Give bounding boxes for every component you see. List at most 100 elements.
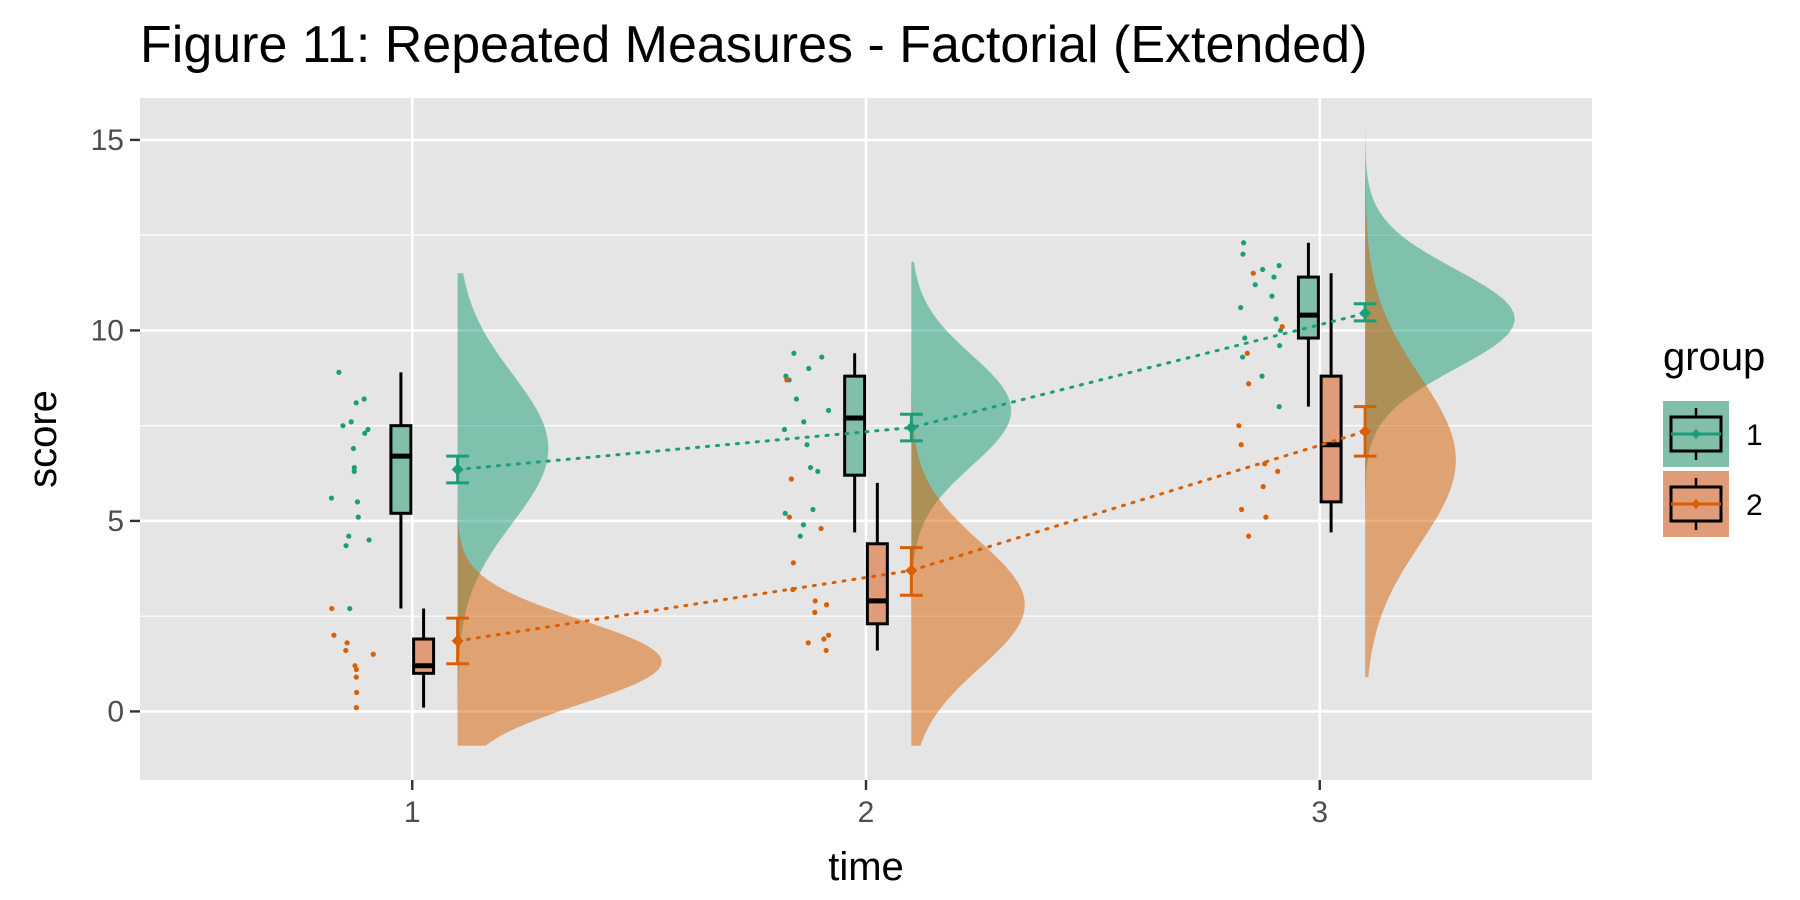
density-cloud-group-2 bbox=[457, 387, 662, 746]
y-tick-label: 5 bbox=[107, 505, 124, 538]
rain-point-group-2 bbox=[343, 647, 349, 654]
rain-point-group-1 bbox=[328, 495, 335, 501]
box-group-2 bbox=[1319, 374, 1343, 504]
mean-marker-group-2 bbox=[1359, 425, 1372, 438]
rain-point-group-2 bbox=[812, 598, 818, 604]
rain-point-group-1 bbox=[354, 499, 361, 505]
rain-point-group-2 bbox=[788, 476, 794, 482]
rain-point-group-1 bbox=[1271, 274, 1277, 280]
mean-marker-group-1 bbox=[1359, 307, 1372, 320]
density-cloud-group-1 bbox=[457, 273, 549, 746]
rain-point-group-1 bbox=[361, 396, 367, 402]
rain-point-group-1 bbox=[366, 537, 372, 543]
rain-point-group-1 bbox=[800, 522, 807, 528]
rain-point-group-1 bbox=[1276, 263, 1282, 269]
rain-points bbox=[328, 240, 1285, 711]
legend-key-mean bbox=[1691, 429, 1701, 439]
rain-point-group-1 bbox=[347, 605, 353, 612]
rain-point-group-1 bbox=[343, 543, 349, 549]
legend-key-mean bbox=[1691, 499, 1701, 509]
rain-point-group-1 bbox=[340, 423, 346, 429]
mean-marker-group-1 bbox=[451, 463, 464, 476]
rain-point-group-2 bbox=[344, 640, 350, 646]
rain-point-group-1 bbox=[1241, 240, 1247, 246]
rain-point-group-2 bbox=[1244, 350, 1250, 356]
rain-point-group-1 bbox=[365, 426, 371, 433]
legend-label-group-2: 2 bbox=[1746, 489, 1763, 522]
x-tick-label: 3 bbox=[1311, 796, 1328, 829]
x-tick-label: 1 bbox=[404, 796, 421, 829]
rain-point-group-1 bbox=[1269, 293, 1275, 299]
legend-label-group-1: 1 bbox=[1746, 419, 1763, 452]
box-group-1 bbox=[843, 374, 867, 477]
rain-point-group-2 bbox=[370, 651, 376, 657]
rain-point-group-1 bbox=[1276, 343, 1283, 349]
chart-title: Figure 11: Repeated Measures - Factorial… bbox=[140, 16, 1367, 74]
box-group-2 bbox=[865, 542, 889, 626]
rain-point-group-2 bbox=[784, 377, 790, 383]
rain-point-group-1 bbox=[353, 400, 359, 406]
rain-point-group-2 bbox=[786, 514, 792, 520]
mean-marker-group-2 bbox=[905, 564, 918, 577]
mean-marker-group-1 bbox=[905, 421, 918, 434]
rain-point-group-2 bbox=[1236, 423, 1242, 429]
density-cloud-group-1 bbox=[1365, 128, 1515, 678]
y-tick-label: 15 bbox=[91, 124, 124, 157]
rain-point-group-1 bbox=[350, 445, 357, 452]
rain-point-group-1 bbox=[810, 506, 816, 513]
mean-line-group-1 bbox=[456, 311, 1367, 471]
mean-marker-group-2 bbox=[451, 634, 464, 647]
rain-point-group-2 bbox=[1238, 442, 1244, 448]
rain-point-group-1 bbox=[791, 350, 797, 356]
rain-point-group-1 bbox=[797, 533, 803, 539]
rain-point-group-2 bbox=[1263, 514, 1269, 520]
x-tick-label: 2 bbox=[858, 796, 875, 829]
rain-point-group-1 bbox=[1276, 404, 1282, 410]
y-tick-label: 0 bbox=[107, 695, 124, 728]
rain-point-group-2 bbox=[1275, 468, 1281, 474]
density-cloud-group-1 bbox=[911, 261, 1012, 624]
y-axis-title: score bbox=[21, 390, 65, 488]
rain-point-group-1 bbox=[819, 354, 825, 360]
rain-point-group-1 bbox=[825, 407, 832, 414]
rain-point-group-1 bbox=[1240, 354, 1246, 360]
y-tick-label: 10 bbox=[91, 314, 124, 347]
rain-point-group-2 bbox=[1246, 533, 1252, 539]
rain-point-group-1 bbox=[1273, 316, 1279, 322]
rain-point-group-1 bbox=[1252, 282, 1258, 288]
rain-point-group-2 bbox=[1246, 381, 1252, 387]
x-axis-title: time bbox=[828, 845, 904, 889]
rain-point-group-2 bbox=[1250, 270, 1256, 276]
rain-point-group-1 bbox=[807, 464, 814, 471]
rain-point-group-1 bbox=[351, 468, 357, 474]
box-group-1 bbox=[389, 424, 413, 515]
legend: group 1 2 bbox=[1661, 335, 1765, 539]
rain-point-group-1 bbox=[801, 419, 807, 425]
rain-point-group-2 bbox=[329, 605, 335, 612]
rain-point-group-2 bbox=[353, 666, 359, 673]
rain-point-group-1 bbox=[355, 514, 361, 520]
boxplots bbox=[389, 242, 1343, 708]
rain-point-group-2 bbox=[1260, 484, 1266, 490]
rain-point-group-2 bbox=[823, 602, 830, 608]
rain-point-group-2 bbox=[1279, 324, 1285, 330]
legend-title: group bbox=[1663, 335, 1765, 379]
rain-point-group-2 bbox=[825, 632, 832, 638]
rain-point-group-1 bbox=[1238, 304, 1244, 311]
density-cloud-group-2 bbox=[911, 277, 1025, 746]
rain-point-group-1 bbox=[781, 426, 788, 433]
rain-point-group-1 bbox=[1240, 251, 1246, 257]
rain-point-group-2 bbox=[812, 609, 818, 615]
density-cloud-group-2 bbox=[1365, 178, 1456, 678]
rain-point-group-1 bbox=[346, 533, 352, 539]
box-group-1 bbox=[1296, 275, 1320, 340]
rain-point-group-2 bbox=[805, 640, 811, 646]
rain-point-group-1 bbox=[1260, 266, 1266, 273]
rain-point-group-2 bbox=[790, 560, 796, 566]
y-axis: 0 5 10 15 bbox=[91, 124, 140, 728]
clouds bbox=[457, 128, 1515, 746]
rain-point-group-1 bbox=[815, 468, 821, 474]
rain-point-group-2 bbox=[331, 632, 337, 638]
rain-point-group-1 bbox=[793, 396, 800, 402]
